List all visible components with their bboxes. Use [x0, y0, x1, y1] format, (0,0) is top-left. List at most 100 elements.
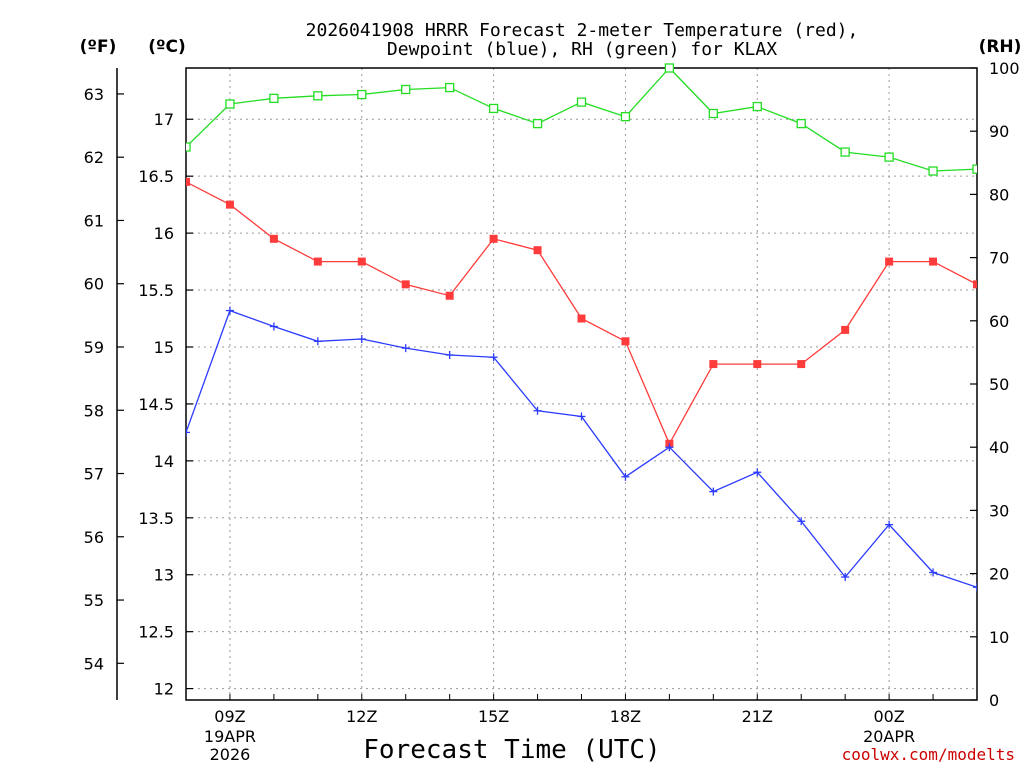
rh-point [752, 101, 762, 112]
temperature-point [489, 234, 498, 243]
fahrenheit-tick-label: 55 [84, 591, 104, 610]
rh-point [708, 108, 718, 119]
fahrenheit-tick-label: 61 [84, 211, 104, 230]
rh-point [840, 147, 850, 157]
rh-tick-label: 60 [989, 312, 1009, 331]
x-tick-date-label: 20APR [863, 727, 915, 746]
temperature-point [797, 360, 806, 369]
grid-lines [186, 68, 977, 700]
temperature-series [186, 177, 977, 448]
temperature-point [186, 177, 190, 186]
rh-tick-label: 20 [989, 565, 1009, 584]
rh-series [186, 63, 977, 176]
chart-title-line1: 2026041908 HRRR Forecast 2-meter Tempera… [306, 20, 859, 41]
data-series [186, 63, 977, 592]
fahrenheit-tick-label: 62 [84, 148, 104, 167]
celsius-unit-label: (ºC) [148, 37, 186, 57]
temperature-point [401, 280, 410, 289]
dewpoint-point [357, 335, 366, 344]
celsius-tick-label: 14 [154, 452, 174, 471]
temperature-point [357, 257, 366, 266]
dewpoint-point [973, 583, 977, 592]
temperature-point [621, 337, 630, 346]
fahrenheit-tick-label: 59 [84, 338, 104, 357]
rh-point [225, 99, 235, 109]
rh-unit-label: (RH) [979, 37, 1022, 57]
temperature-point [269, 234, 278, 243]
x-tick-label: 09Z [214, 707, 245, 726]
x-tick-year-label: 2026 [210, 745, 251, 764]
rh-point [357, 89, 367, 100]
rh-point [186, 142, 191, 152]
celsius-tick-label: 17 [154, 110, 174, 129]
dewpoint-point [489, 353, 498, 362]
dewpoint-series [186, 306, 977, 592]
rh-tick-label: 0 [989, 691, 999, 710]
dewpoint-point [929, 568, 938, 577]
celsius-tick-label: 13 [154, 566, 174, 585]
rh-point [972, 164, 977, 174]
axes [116, 67, 978, 701]
dewpoint-point [577, 412, 586, 421]
dewpoint-point [186, 428, 190, 437]
temperature-line [186, 181, 977, 446]
rh-point [269, 93, 279, 103]
dewpoint-point [797, 517, 806, 526]
rh-tick-label: 90 [989, 122, 1009, 141]
rh-tick-label: 50 [989, 375, 1009, 394]
dewpoint-point [401, 344, 410, 353]
chart-title-line2: Dewpoint (blue), RH (green) for KLAX [387, 39, 777, 60]
x-tick-label: 15Z [478, 707, 509, 726]
celsius-tick-label: 12 [154, 680, 174, 699]
rh-point [445, 82, 455, 93]
rh-point [620, 112, 631, 122]
celsius-tick-label: 15.5 [138, 281, 174, 300]
rh-tick-label: 80 [989, 185, 1009, 204]
rh-point [488, 103, 499, 114]
rh-point [664, 63, 675, 73]
x-tick-date-label: 19APR [204, 727, 256, 746]
rh-tick-label: 30 [989, 501, 1009, 520]
temperature-point [709, 360, 718, 369]
x-tick-label: 12Z [346, 707, 377, 726]
rh-point [796, 118, 806, 129]
fahrenheit-tick-label: 56 [84, 528, 104, 547]
x-axis-label: Forecast Time (UTC) [363, 735, 660, 765]
fahrenheit-unit-label: (ºF) [80, 37, 117, 57]
dewpoint-point [533, 406, 542, 415]
rh-point [884, 152, 894, 162]
rh-point [401, 84, 411, 95]
x-tick-label: 00Z [873, 707, 904, 726]
dewpoint-point [445, 350, 454, 359]
fahrenheit-tick-label: 60 [84, 275, 104, 294]
temperature-point [885, 257, 894, 266]
dewpoint-point [225, 306, 234, 315]
dewpoint-point [753, 468, 762, 477]
temperature-point [753, 360, 762, 369]
rh-tick-label: 100 [989, 59, 1020, 78]
fahrenheit-tick-label: 58 [84, 401, 104, 420]
fahrenheit-tick-label: 57 [84, 465, 104, 484]
temperature-point [533, 246, 542, 255]
celsius-tick-label: 13.5 [138, 509, 174, 528]
dewpoint-line [186, 309, 977, 588]
dewpoint-point [841, 573, 850, 582]
fahrenheit-tick-label: 54 [84, 654, 104, 673]
dewpoint-point [313, 337, 322, 346]
fahrenheit-tick-label: 63 [84, 85, 104, 104]
rh-point [576, 97, 587, 107]
temperature-point [225, 200, 234, 209]
temperature-point [577, 314, 586, 323]
dewpoint-point [269, 322, 278, 331]
rh-tick-label: 10 [989, 628, 1009, 647]
rh-tick-label: 40 [989, 438, 1009, 457]
temperature-point [973, 280, 977, 289]
rh-point [928, 166, 938, 176]
dewpoint-point [621, 472, 630, 481]
x-tick-label: 21Z [742, 707, 773, 726]
temperature-point [929, 257, 938, 266]
x-tick-label: 18Z [610, 707, 641, 726]
dewpoint-point [709, 487, 718, 496]
temperature-point [313, 257, 322, 266]
celsius-tick-label: 16 [154, 224, 174, 243]
